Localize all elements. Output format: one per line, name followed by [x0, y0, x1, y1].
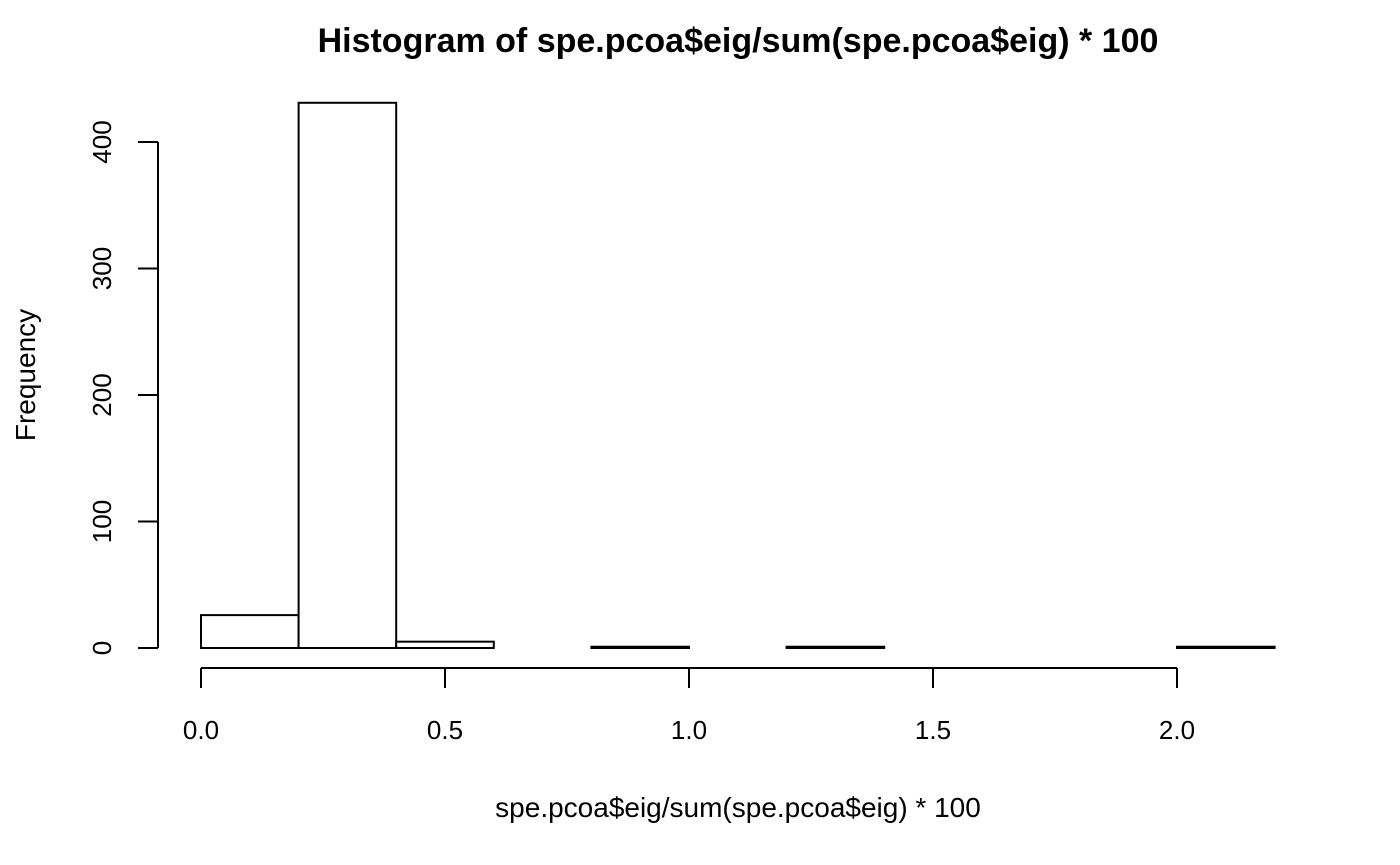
- histogram-bar: [297, 101, 398, 650]
- x-tick-label: 1.0: [671, 715, 707, 745]
- y-tick-label: 300: [87, 247, 117, 290]
- x-tick-label: 1.5: [915, 715, 951, 745]
- x-tick-label: 0.5: [427, 715, 463, 745]
- bars-group: [200, 101, 1276, 650]
- x-tick-label: 2.0: [1159, 715, 1195, 745]
- y-tick-label: 100: [87, 500, 117, 543]
- y-axis-label: Frequency: [10, 309, 41, 441]
- x-axis: 0.0 0.5 1.0 1.5 2.0: [183, 667, 1195, 745]
- histogram-bar: [200, 614, 300, 649]
- x-tick-label: 0.0: [183, 715, 219, 745]
- y-tick-label: 200: [87, 373, 117, 416]
- chart-title: Histogram of spe.pcoa$eig/sum(spe.pcoa$e…: [318, 22, 1159, 60]
- y-axis: 0 100 200 300 400: [87, 120, 159, 655]
- histogram-bar: [395, 640, 495, 649]
- x-axis-label: spe.pcoa$eig/sum(spe.pcoa$eig) * 100: [495, 792, 981, 823]
- y-tick-label: 0: [87, 641, 117, 655]
- histogram-bar: [590, 645, 691, 649]
- y-tick-label: 400: [87, 120, 117, 163]
- histogram-bar: [785, 645, 886, 649]
- histogram-bar: [1176, 645, 1276, 649]
